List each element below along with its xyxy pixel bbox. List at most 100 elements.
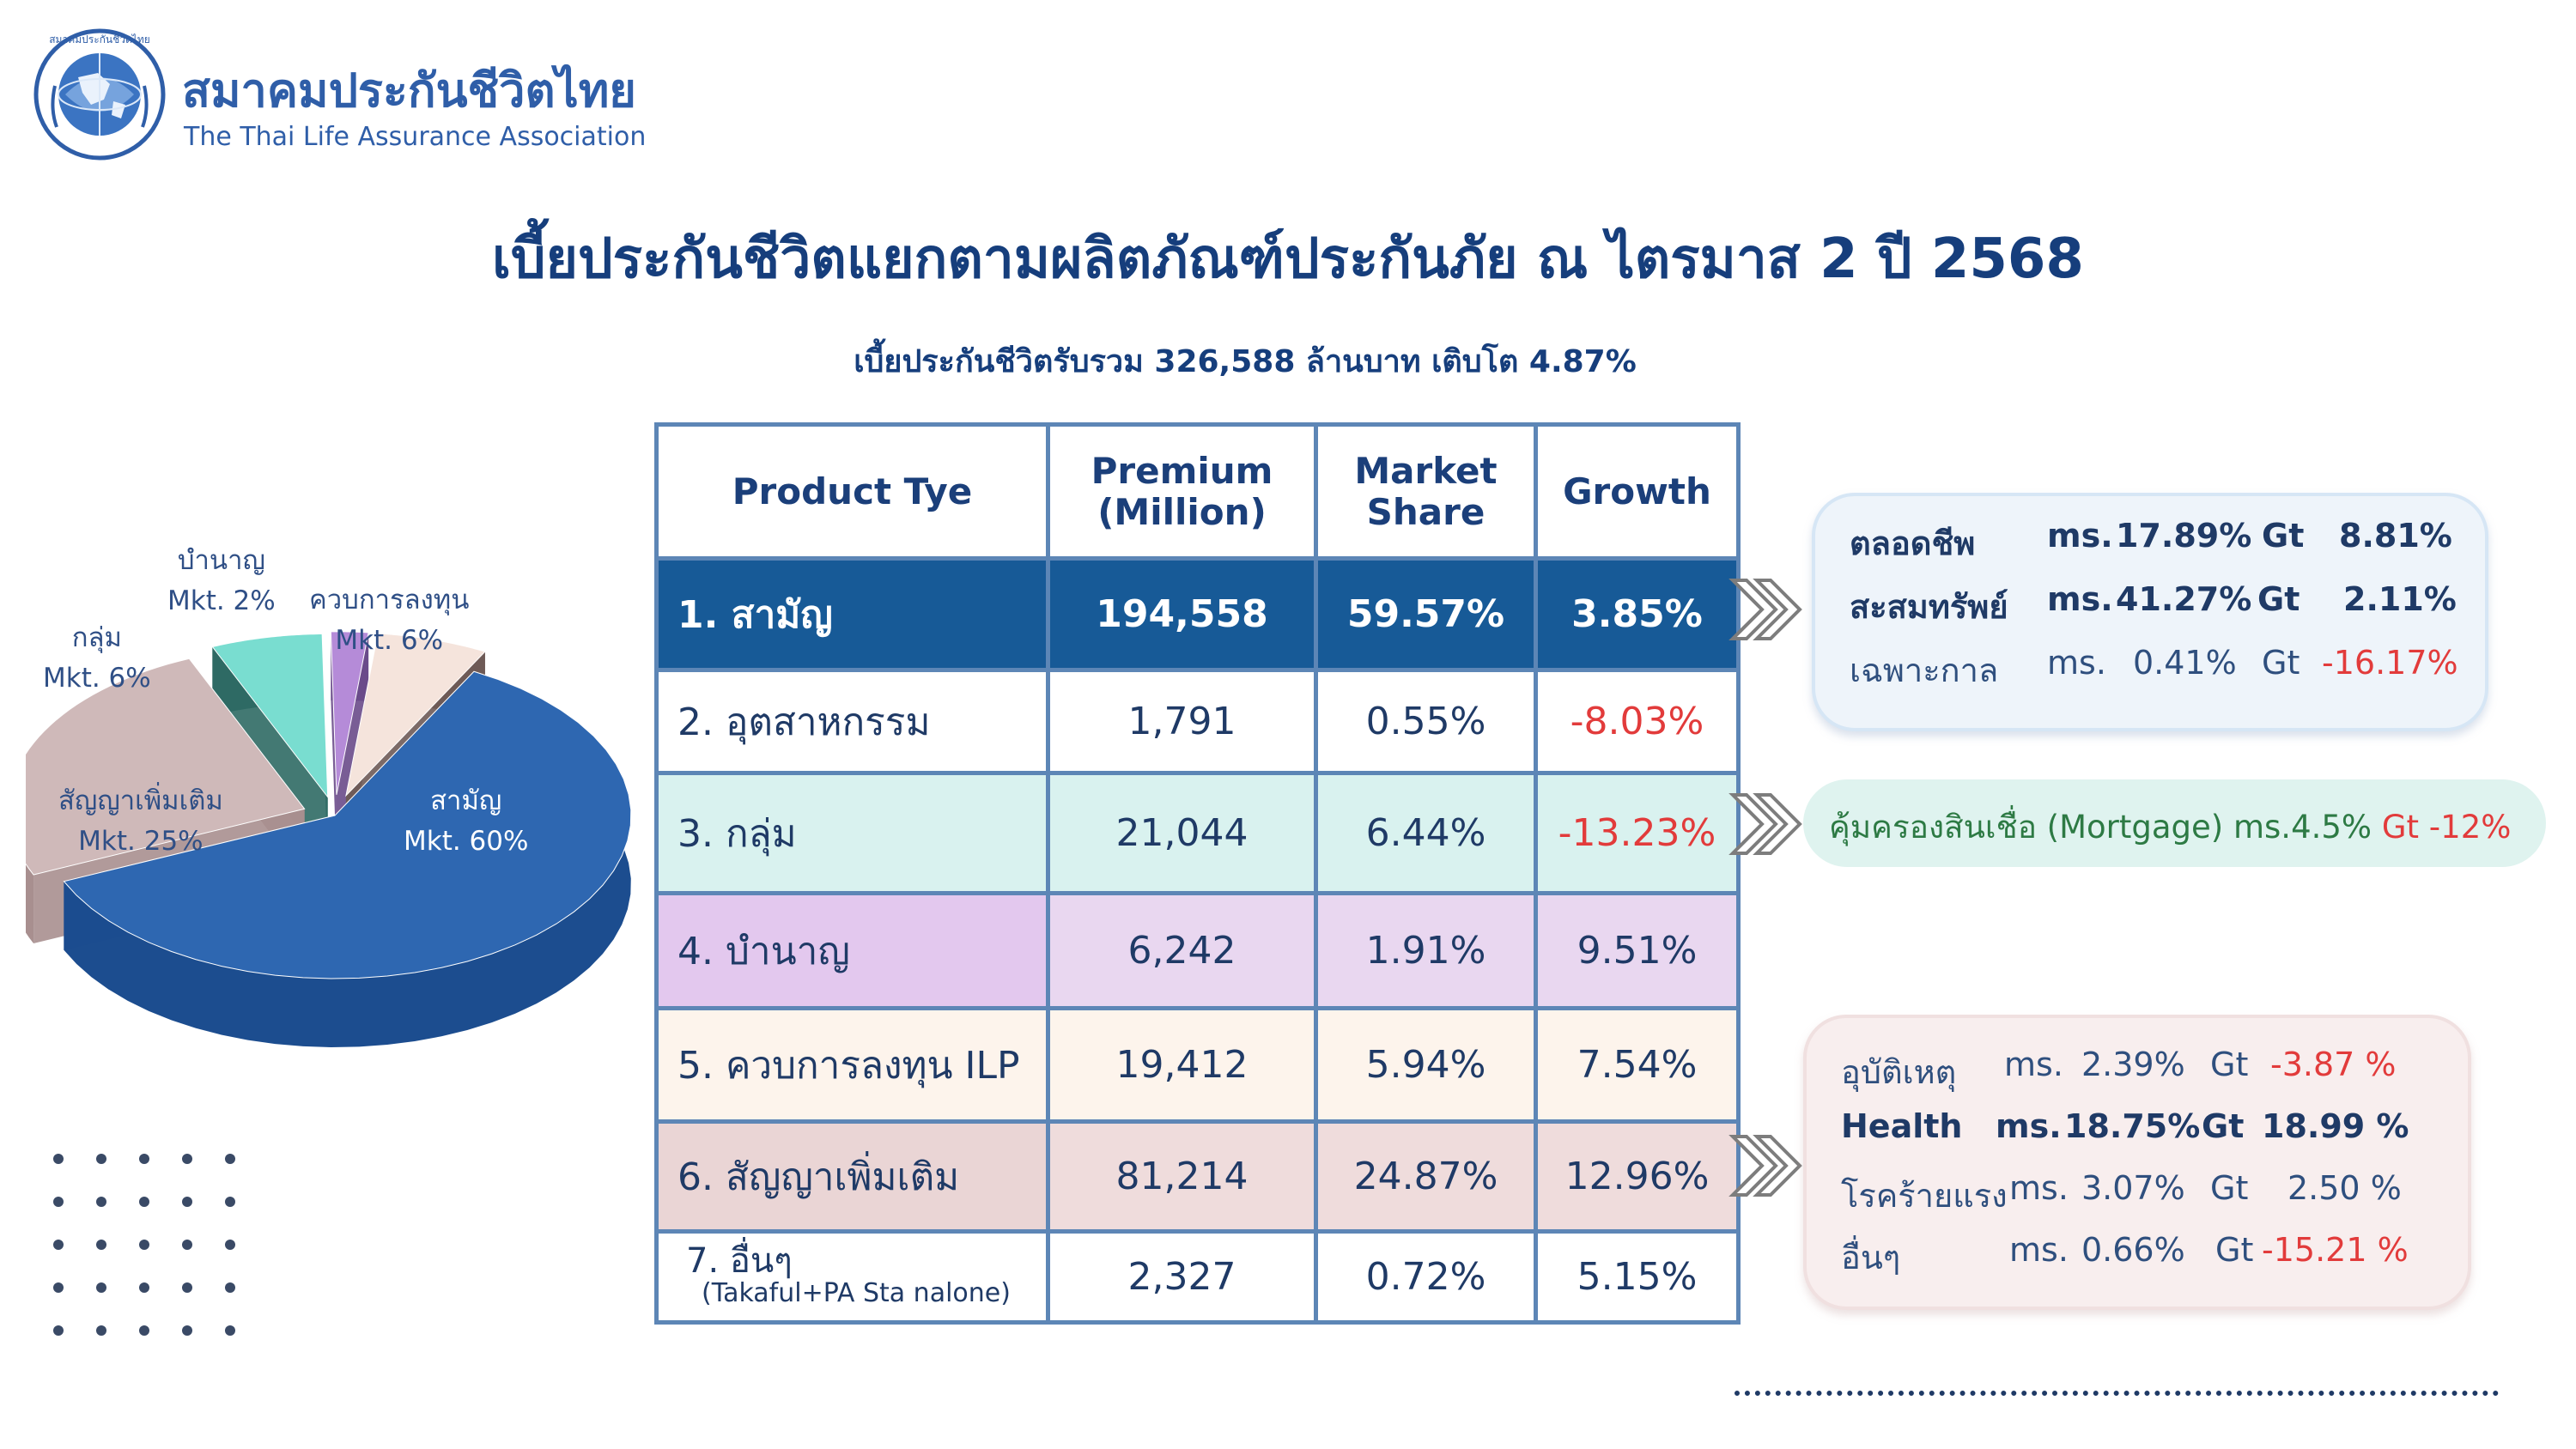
callout-ms-value: 2.39%: [2081, 1046, 2185, 1083]
table-row: 1. สามัญ 194,558 59.57% 3.85%: [654, 556, 1741, 672]
table-row: 4. บำนาญ 6,242 1.91% 9.51%: [654, 891, 1741, 1010]
callout-gt-label: Gt: [2210, 1046, 2249, 1083]
callout-item-name: อุบัติเหตุ: [1841, 1053, 1957, 1091]
product-name: 3. กลุ่ม: [654, 771, 1050, 895]
share-value: 0.72%: [1314, 1229, 1538, 1325]
growth-value: 3.85%: [1534, 556, 1741, 672]
table-row: 3. กลุ่ม 21,044 6.44% -13.23%: [654, 771, 1741, 895]
premium-pie-chart: สามัญ Mkt. 60% สัญญาเพิ่มเติม Mkt. 25% ก…: [8, 532, 661, 1047]
callout-ms-label: ms.: [2009, 1231, 2069, 1269]
premium-value: 81,214: [1046, 1119, 1318, 1234]
pie-chart-svg: [8, 631, 632, 1047]
growth-value: -8.03%: [1534, 668, 1741, 775]
callout-gt-label: Gt: [2257, 580, 2300, 618]
header-growth: Growth: [1534, 422, 1741, 561]
header-market-share: Market Share: [1314, 422, 1538, 561]
pie-label-group: กลุ่ม Mkt. 6%: [43, 622, 151, 694]
callout-ms-label: ms.: [2047, 517, 2113, 555]
pie-slice-top-2: [211, 634, 329, 799]
ordinary-breakdown-callout: ตลอดชีพ ms. 17.89% Gt 8.81% สะสมทรัพย์ m…: [1812, 493, 2488, 731]
org-name-thai: สมาคมประกันชีวิตไทย: [182, 64, 636, 118]
callout-ms-value: 0.41%: [2133, 644, 2237, 682]
table-row: 6. สัญญาเพิ่มเติม 81,214 24.87% 12.96%: [654, 1119, 1741, 1234]
callout-gt-value: 2.11%: [2343, 580, 2457, 618]
growth-value: 5.15%: [1534, 1229, 1741, 1325]
callout-ms-label: ms.: [2047, 644, 2106, 682]
callout-item-name: อื่นๆ: [1841, 1239, 1901, 1276]
pie-slice-top-0: [63, 670, 632, 979]
table-row: 5. ควบการลงทุน ILP 19,412 5.94% 7.54%: [654, 1006, 1741, 1124]
page-subtitle: เบี้ยประกันชีวิตรับรวม 326,588 ล้านบาท เ…: [854, 344, 1637, 379]
callout-ms-value: 18.75%: [2064, 1107, 2201, 1145]
pie-label-pension: บำนาญ Mkt. 2%: [167, 545, 276, 616]
callout-gt-label: Gt: [2202, 1107, 2245, 1145]
callout-item-name: เฉพาะกาล: [1850, 652, 1999, 689]
growth-value: 7.54%: [1534, 1006, 1741, 1124]
pie-slice-top-3: [330, 631, 369, 795]
share-value: 1.91%: [1314, 891, 1538, 1010]
callout-item-name: สะสมทรัพย์: [1850, 588, 2008, 626]
share-value: 6.44%: [1314, 771, 1538, 895]
product-name: 5. ควบการลงทุน ILP: [654, 1006, 1050, 1124]
product-name: 7. อื่นๆ (Takaful+PA Sta nalone): [654, 1229, 1050, 1325]
share-value: 0.55%: [1314, 668, 1538, 775]
mortgage-gt-value: -12%: [2428, 809, 2512, 846]
premium-value: 6,242: [1046, 891, 1318, 1010]
callout-ms-label: ms.: [2047, 580, 2113, 618]
callout-ms-value: 41.27%: [2116, 580, 2252, 618]
header-product: Product Tye: [654, 422, 1050, 561]
pie-slice-0: [63, 670, 632, 1047]
double-chevron-right-icon: [1728, 793, 1802, 855]
premium-table: Product Tye Premium (Million) Market Share…: [654, 422, 1741, 1325]
callout-item-name: Health: [1841, 1107, 1963, 1145]
callout-gt-value: -16.17%: [2322, 644, 2458, 682]
premium-value: 19,412: [1046, 1006, 1318, 1124]
callout-gt-value: -15.21 %: [2262, 1231, 2409, 1269]
product-name: 2. อุตสาหกรรม: [654, 668, 1050, 775]
rider-breakdown-callout: อุบัติเหตุ ms. 2.39% Gt -3.87 % Health m…: [1803, 1015, 2471, 1310]
callout-gt-value: 2.50 %: [2287, 1169, 2402, 1207]
tlaa-logo-icon: สมาคมประกันชีวิตไทย: [33, 28, 166, 161]
callout-gt-value: -3.87 %: [2270, 1046, 2397, 1083]
growth-value: 9.51%: [1534, 891, 1741, 1010]
premium-value: 1,791: [1046, 668, 1318, 775]
product-name: 1. สามัญ: [654, 556, 1050, 672]
share-value: 24.87%: [1314, 1119, 1538, 1234]
double-chevron-right-icon: [1728, 579, 1802, 640]
callout-ms-label: ms.: [2004, 1046, 2063, 1083]
callout-ms-label: ms.: [1996, 1107, 2062, 1145]
svg-text:สมาคมประกันชีวิตไทย: สมาคมประกันชีวิตไทย: [49, 33, 150, 45]
callout-gt-value: 18.99 %: [2262, 1107, 2409, 1145]
callout-ms-value: 0.66%: [2081, 1231, 2185, 1269]
table-row: 7. อื่นๆ (Takaful+PA Sta nalone) 2,327 0…: [654, 1229, 1741, 1325]
page-title: เบี้ยประกันชีวิตแยกตามผลิตภัณฑ์ประกันภัย…: [492, 227, 2084, 291]
dotted-divider: [1735, 1391, 2499, 1396]
callout-ms-label: ms.: [2009, 1169, 2069, 1207]
group-mortgage-callout: คุ้มครองสินเชื่อ (Mortgage) ms.4.5% Gt -…: [1803, 779, 2546, 867]
org-name-english: The Thai Life Assurance Association: [184, 122, 647, 152]
share-value: 5.94%: [1314, 1006, 1538, 1124]
pie-slice-top-4: [345, 633, 486, 797]
callout-gt-label: Gt: [2215, 1231, 2254, 1269]
share-value: 59.57%: [1314, 556, 1538, 672]
pie-slice-wall-3-0: [331, 631, 337, 864]
callout-ms-value: 17.89%: [2116, 517, 2252, 555]
growth-value: 12.96%: [1534, 1119, 1741, 1234]
double-chevron-right-icon: [1728, 1135, 1802, 1197]
product-name-sub: (Takaful+PA Sta nalone): [702, 1278, 1011, 1308]
header-premium: Premium (Million): [1046, 422, 1318, 561]
mortgage-text: คุ้มครองสินเชื่อ (Mortgage) ms.4.5%: [1829, 809, 2372, 846]
growth-value: -13.23%: [1534, 771, 1741, 895]
table-header-row: Product Tye Premium (Million) Market Share…: [654, 422, 1741, 561]
premium-value: 21,044: [1046, 771, 1318, 895]
callout-gt-label: Gt: [2262, 644, 2300, 682]
pie-label-rider: สัญญาเพิ่มเติม Mkt. 25%: [58, 785, 223, 857]
product-name: 6. สัญญาเพิ่มเติม: [654, 1119, 1050, 1234]
callout-gt-label: Gt: [2262, 517, 2305, 555]
callout-item-name: โรคร้ายแรง: [1841, 1177, 2008, 1215]
pie-label-ilp: ควบการลงทุน Mkt. 6%: [309, 585, 470, 656]
table-row: 2. อุตสาหกรรม 1,791 0.55% -8.03%: [654, 668, 1741, 775]
product-name: 4. บำนาญ: [654, 891, 1050, 1010]
callout-gt-value: 8.81%: [2339, 517, 2452, 555]
callout-gt-label: Gt: [2210, 1169, 2249, 1207]
